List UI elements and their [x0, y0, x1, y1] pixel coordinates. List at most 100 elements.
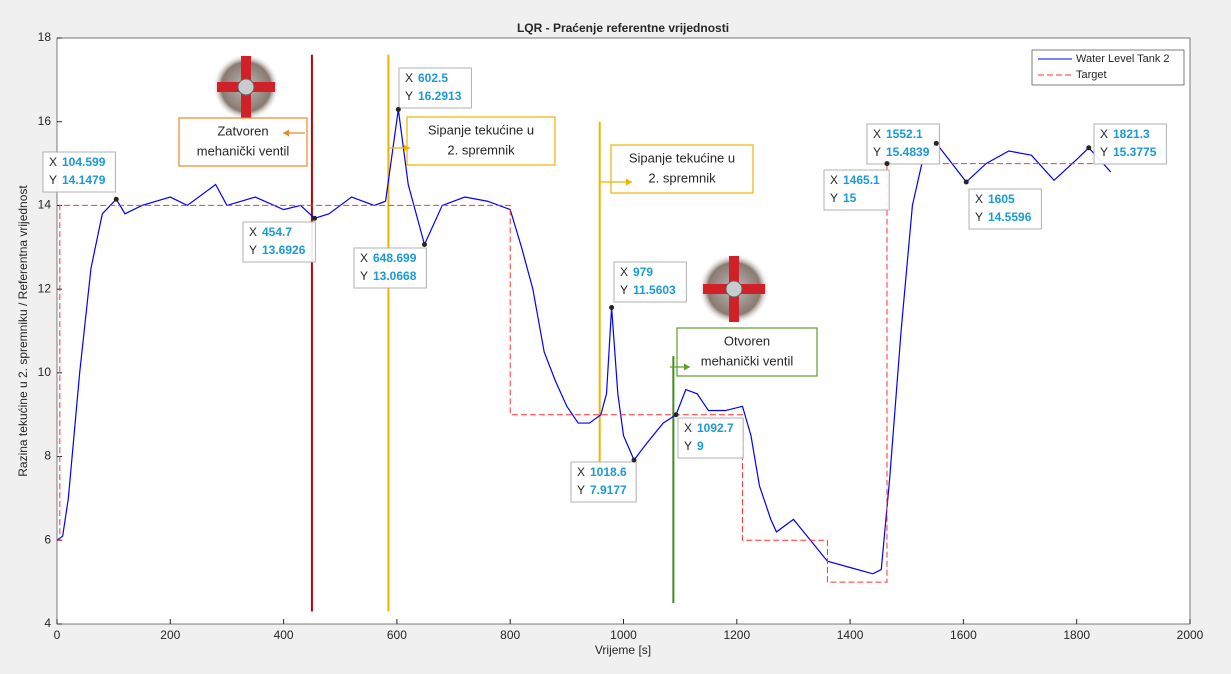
datatip-y: 15.4839	[886, 145, 930, 159]
datatip-x: 1092.7	[697, 421, 734, 435]
datatip: X 1465.1 Y 15	[823, 169, 890, 211]
y-tick-label: 16	[38, 114, 52, 128]
annotation-text: Otvoren	[724, 333, 770, 348]
series-line	[57, 163, 1111, 583]
datatip: X 1552.1 Y 15.4839	[866, 123, 940, 165]
x-tick-label: 800	[500, 628, 520, 642]
datatip: X 104.599 Y 14.1479	[42, 151, 116, 193]
annotation-arrowhead	[626, 178, 632, 186]
x-tick-label: 400	[274, 628, 294, 642]
x-tick-label: 1600	[950, 628, 977, 642]
annotation-text: Sipanje tekućine u	[428, 122, 534, 137]
datatip-point	[673, 412, 679, 418]
datatip-prefix: X	[620, 265, 628, 279]
datatip-prefix: X	[49, 155, 57, 169]
x-tick-label: 1000	[610, 628, 637, 642]
datatip: X 454.7 Y 13.6926	[242, 221, 316, 263]
datatip: X 1092.7 Y 9	[677, 417, 744, 459]
datatip-point	[1086, 145, 1092, 151]
y-axis-label: Razina tekućine u 2. spremniku / Referen…	[16, 185, 30, 477]
datatip-x: 104.599	[62, 155, 106, 169]
datatip-prefix: X	[577, 465, 585, 479]
datatip-prefix: Y	[830, 191, 838, 205]
y-tick-label: 18	[38, 30, 52, 44]
legend-label: Water Level Tank 2	[1076, 53, 1170, 65]
datatip-prefix: Y	[873, 145, 881, 159]
datatip-prefix: X	[830, 173, 838, 187]
datatip-y: 13.6926	[262, 243, 306, 257]
series-line	[56, 109, 1112, 575]
datatip-prefix: X	[684, 421, 692, 435]
datatip-box	[866, 123, 940, 165]
datatip: X 1821.3 Y 15.3775	[1093, 123, 1167, 165]
chart-title: LQR - Praćenje referentne vrijednosti	[517, 21, 729, 35]
y-tick-label: 14	[38, 198, 52, 212]
annotation-arrowhead	[404, 144, 410, 152]
valve-icon	[213, 54, 279, 120]
valve-icon	[699, 254, 769, 324]
x-tick-label: 1800	[1063, 628, 1090, 642]
datatip-prefix: Y	[405, 89, 413, 103]
x-axis-label: Vrijeme [s]	[595, 643, 651, 657]
datatip: X 979 Y 11.5603	[613, 261, 687, 303]
datatip-y: 15	[843, 191, 857, 205]
datatip-prefix: Y	[360, 269, 368, 283]
datatip-x: 454.7	[262, 225, 292, 239]
annotation-text: Sipanje tekućine u	[629, 150, 735, 165]
datatip-y: 16.2913	[418, 89, 462, 103]
datatip-prefix: X	[1100, 127, 1108, 141]
datatip-prefix: Y	[1100, 145, 1108, 159]
datatip-box	[570, 461, 637, 503]
datatip-y: 11.5603	[633, 283, 676, 297]
datatip-y: 14.5596	[988, 210, 1032, 224]
datatip-prefix: X	[975, 192, 983, 206]
datatip-point	[395, 107, 401, 113]
datatip-y: 15.3775	[1113, 145, 1157, 159]
datatip-box	[42, 151, 116, 193]
datatip: X 602.5 Y 16.2913	[398, 67, 472, 109]
datatip-y: 13.0668	[373, 269, 417, 283]
datatip-point	[963, 179, 969, 185]
annotation-box	[676, 327, 818, 377]
datatip-point	[312, 215, 318, 221]
y-tick-label: 4	[44, 616, 51, 630]
x-tick-label: 2000	[1177, 628, 1204, 642]
datatip: X 1605 Y 14.5596	[968, 188, 1042, 230]
datatip-box	[1093, 123, 1167, 165]
datatip-x: 1552.1	[886, 127, 923, 141]
y-tick-label: 8	[44, 449, 51, 463]
datatip-x: 602.5	[418, 71, 448, 85]
datatip-prefix: X	[360, 251, 368, 265]
datatip-prefix: Y	[975, 210, 983, 224]
x-tick-label: 1400	[837, 628, 864, 642]
datatip-prefix: X	[249, 225, 257, 239]
legend-label: Target	[1076, 69, 1107, 81]
datatip-y: 7.9177	[590, 483, 627, 497]
datatip-prefix: X	[405, 71, 413, 85]
datatip-x: 979	[633, 265, 653, 279]
datatip-prefix: X	[873, 127, 881, 141]
annotation-arrowhead	[283, 129, 289, 137]
y-tick-label: 6	[44, 532, 51, 546]
annotation-box	[178, 117, 308, 167]
datatip-box	[677, 417, 744, 459]
annotation-text: 2. spremnik	[648, 170, 716, 185]
datatip-point	[113, 196, 119, 202]
y-tick-label: 12	[38, 281, 52, 295]
datatip-box	[968, 188, 1042, 230]
datatip-prefix: Y	[684, 439, 692, 453]
datatip-point	[933, 140, 939, 146]
datatip-box	[823, 169, 890, 211]
datatip-x: 1018.6	[590, 465, 627, 479]
datatip-prefix: Y	[249, 243, 257, 257]
legend-box	[1031, 49, 1185, 86]
datatip-x: 648.699	[373, 251, 417, 265]
annotation-arrowhead	[684, 363, 690, 371]
annotation-text: mehanički ventil	[701, 353, 794, 368]
datatip-prefix: Y	[49, 173, 57, 187]
datatip-x: 1465.1	[843, 173, 880, 187]
datatip-prefix: Y	[577, 483, 585, 497]
datatip-y: 14.1479	[62, 173, 106, 187]
annotation-text: Zatvoren	[217, 123, 268, 138]
datatip-y: 9	[697, 439, 704, 453]
